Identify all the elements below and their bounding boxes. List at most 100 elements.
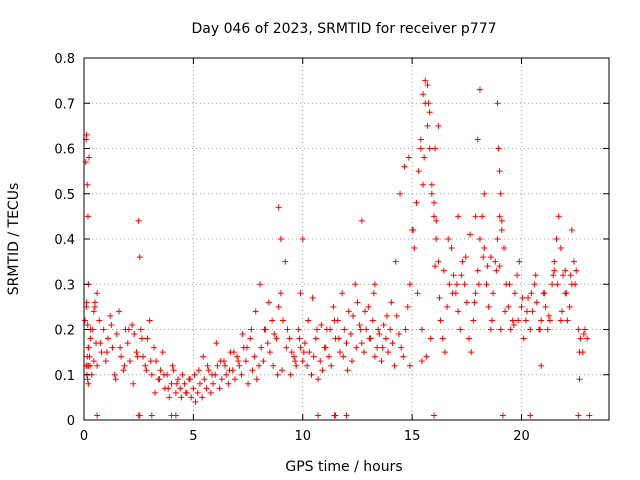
data-point [133, 349, 140, 356]
data-point [273, 335, 280, 342]
data-point [440, 267, 447, 274]
data-point [85, 380, 92, 387]
data-point [111, 371, 118, 378]
data-point [205, 367, 212, 374]
data-point [350, 312, 357, 319]
data-point [352, 281, 359, 288]
data-point [143, 367, 150, 374]
data-point [431, 213, 437, 220]
data-point [146, 317, 153, 324]
data-point [223, 371, 230, 378]
data-point [266, 349, 273, 356]
grid [84, 58, 609, 420]
data-point [475, 281, 482, 288]
data-point [431, 199, 437, 206]
data-point [182, 389, 189, 396]
data-point [124, 340, 131, 347]
data-point [353, 344, 360, 351]
data-point [126, 358, 133, 365]
data-point [575, 326, 582, 333]
data-point [554, 281, 561, 288]
data-point [523, 308, 530, 315]
data-point [96, 317, 103, 324]
data-point [172, 389, 179, 396]
data-point [253, 376, 260, 383]
data-point [387, 326, 394, 333]
data-point [388, 299, 395, 306]
data-point [179, 371, 186, 378]
data-point [160, 371, 167, 378]
data-point [327, 326, 334, 333]
data-point [420, 91, 427, 98]
data-point [455, 308, 462, 315]
data-point [217, 358, 224, 365]
data-point [195, 367, 202, 374]
data-point [85, 362, 92, 369]
data-point [433, 236, 440, 242]
data-point [214, 362, 221, 369]
data-point [538, 317, 545, 324]
data-point [210, 380, 217, 387]
data-point [284, 326, 291, 333]
data-point [566, 303, 573, 310]
data-point [496, 263, 503, 270]
data-point [415, 168, 422, 175]
data-point [90, 358, 97, 365]
plot-frame [83, 57, 610, 421]
data-point [339, 290, 346, 297]
data-point [527, 412, 534, 419]
data-point [216, 385, 223, 392]
data-point [363, 326, 370, 333]
data-point [260, 358, 267, 365]
data-point [97, 340, 104, 347]
data-point [497, 326, 504, 333]
data-point [328, 362, 335, 369]
data-point [572, 281, 579, 288]
data-point [405, 154, 412, 161]
data-point [344, 367, 351, 374]
data-point [487, 254, 494, 261]
data-point [306, 349, 313, 356]
data-point [398, 344, 405, 351]
data-point [358, 340, 365, 347]
data-point [449, 290, 456, 297]
data-point [207, 389, 214, 396]
data-point [497, 190, 504, 197]
data-point [159, 349, 166, 356]
data-point [94, 412, 101, 419]
data-point [575, 412, 582, 419]
data-point [567, 272, 574, 279]
data-point [282, 258, 289, 265]
data-point [580, 331, 587, 338]
x-tick-label: 0 [80, 429, 88, 444]
data-point [265, 299, 272, 306]
data-point [178, 394, 185, 401]
data-point [525, 294, 532, 301]
data-point [113, 331, 120, 338]
data-point [252, 308, 259, 315]
y-tick-label: 0.3 [54, 278, 75, 293]
data-point [432, 145, 439, 152]
data-point [226, 367, 233, 374]
data-point [319, 367, 326, 374]
data-point [230, 349, 237, 356]
data-point [461, 281, 468, 288]
data-point [467, 231, 474, 238]
data-point [375, 326, 382, 333]
data-point [91, 299, 98, 306]
data-point [90, 308, 97, 315]
data-point [553, 236, 560, 242]
data-point [519, 294, 526, 301]
data-point [358, 217, 365, 224]
data-point [261, 326, 268, 333]
data-point [87, 335, 94, 342]
data-point [549, 281, 556, 288]
data-point [343, 412, 350, 419]
data-point [459, 258, 466, 265]
data-point [474, 136, 481, 143]
data-point [169, 362, 176, 369]
data-point [293, 362, 300, 369]
data-point [546, 317, 553, 324]
data-point [374, 344, 381, 351]
data-point [269, 317, 276, 324]
